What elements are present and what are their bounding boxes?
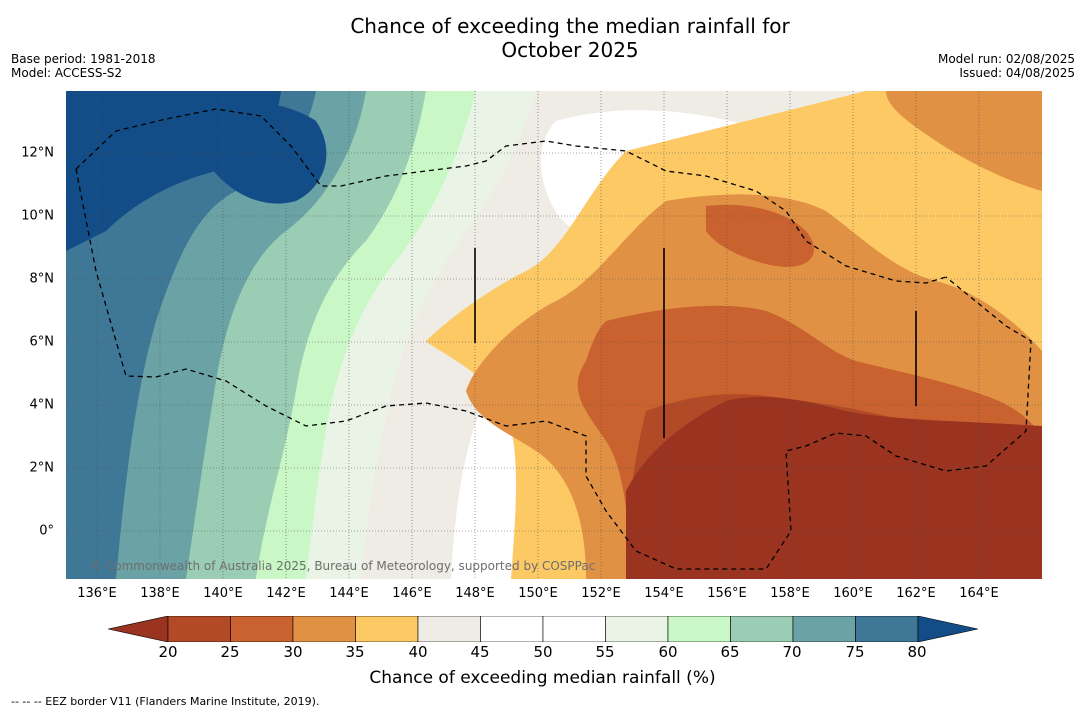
lon-label: 154°E (644, 586, 684, 601)
region-65-70 (256, 91, 476, 579)
colorbar-tick: 40 (408, 643, 428, 661)
colorbar-segment (792, 615, 856, 643)
lat-label: 10°N (21, 208, 54, 224)
colorbar-label: Chance of exceeding median rainfall (%) (369, 668, 716, 688)
colorbar-segment (730, 615, 794, 643)
colorbar-segment (542, 615, 606, 643)
colorbar-segment (230, 615, 294, 643)
colorbar-svg (107, 615, 979, 643)
colorbar-tick: 55 (595, 643, 615, 661)
colorbar-tick: 45 (470, 643, 490, 661)
lat-label: 2°N (29, 460, 55, 476)
lon-label: 158°E (770, 586, 810, 601)
eez-border-west (75, 108, 947, 284)
colorbar (107, 615, 979, 643)
model-label: Model: ACCESS-S2 (11, 66, 123, 80)
lon-label: 160°E (833, 586, 873, 601)
region-80-c (196, 101, 327, 204)
lat-label: 4°N (29, 397, 55, 413)
eez-legend-note: -- -- -- EEZ border V11 (Flanders Marine… (11, 695, 320, 708)
colorbar-tick: 70 (782, 643, 802, 661)
colorbar-end-high (917, 615, 979, 643)
lat-label: 8°N (29, 271, 55, 287)
colorbar-tick: 80 (907, 643, 927, 661)
region-25-30-n (706, 204, 815, 267)
region-30-35-ne (886, 91, 1042, 191)
colorbar-segment (480, 615, 544, 643)
colorbar-tick: 20 (158, 643, 178, 661)
copyright-notice: © Commonwealth of Australia 2025, Bureau… (90, 559, 596, 573)
lon-label: 144°E (329, 586, 369, 601)
region-45-50 (361, 91, 1042, 579)
longitude-labels: 136°E 138°E 140°E 142°E 144°E 146°E 148°… (0, 586, 1085, 604)
colorbar-ticks: 20 25 30 35 40 45 50 55 60 65 70 75 80 (0, 643, 1085, 663)
lon-label: 152°E (581, 586, 621, 601)
lon-label: 146°E (392, 586, 432, 601)
model-run-label: Model run: 02/08/2025 (937, 52, 1075, 66)
lon-label: 156°E (707, 586, 747, 601)
lon-label: 148°E (455, 586, 495, 601)
lat-label: 12°N (21, 145, 54, 161)
map-title: Chance of exceeding the median rainfall … (270, 14, 870, 62)
issued-label: Issued: 04/08/2025 (959, 66, 1075, 80)
colorbar-segment (605, 615, 669, 643)
colorbar-segment (667, 615, 731, 643)
lon-label: 150°E (518, 586, 558, 601)
colorbar-segment (355, 615, 419, 643)
base-period-label: Base period: 1981-2018 (11, 52, 156, 66)
lat-label: 6°N (29, 334, 55, 350)
lon-label: 138°E (140, 586, 180, 601)
lon-label: 136°E (77, 586, 117, 601)
lon-label: 142°E (266, 586, 306, 601)
colorbar-segment (855, 615, 919, 643)
region-80-a (66, 91, 316, 579)
colorbar-segment (417, 615, 481, 643)
rainfall-map (66, 91, 1042, 579)
colorbar-tick: 65 (720, 643, 740, 661)
colorbar-end-low (107, 615, 169, 643)
lon-label: 162°E (896, 586, 936, 601)
eez-border-south (75, 168, 1032, 570)
colorbar-tick: 75 (845, 643, 865, 661)
title-line-2: October 2025 (501, 38, 639, 62)
meta-right: Model run: 02/08/2025 Issued: 04/08/2025 (938, 52, 1075, 80)
colorbar-segment (292, 615, 356, 643)
lat-label: 0° (39, 523, 54, 539)
region-below-20 (626, 396, 1042, 579)
map-canvas (66, 91, 1042, 579)
colorbar-tick: 50 (533, 643, 553, 661)
latitude-labels: 12°N 10°N 8°N 6°N 4°N 2°N 0° (0, 0, 62, 713)
colorbar-tick: 25 (220, 643, 240, 661)
colorbar-tick: 35 (345, 643, 365, 661)
title-line-1: Chance of exceeding the median rainfall … (350, 14, 790, 38)
colorbar-tick: 30 (283, 643, 303, 661)
gridlines (66, 91, 1042, 579)
lon-label: 140°E (203, 586, 243, 601)
colorbar-tick: 60 (658, 643, 678, 661)
lon-label: 164°E (959, 586, 999, 601)
colorbar-segment (167, 615, 231, 643)
region-60-65 (306, 91, 536, 579)
meta-left: Base period: 1981-2018 Model: ACCESS-S2 (11, 52, 156, 80)
